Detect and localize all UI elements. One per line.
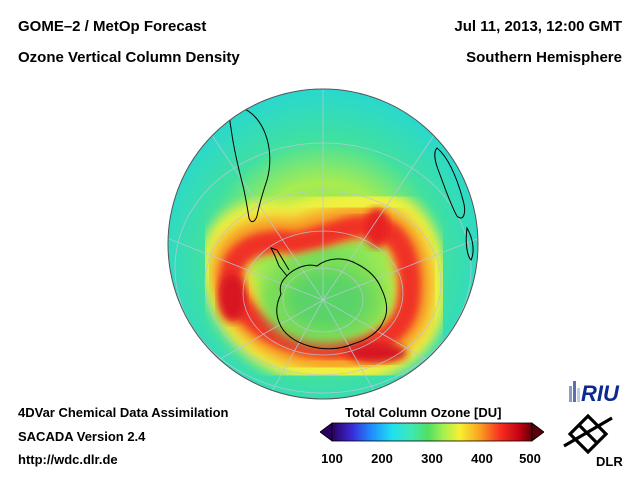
globe-outline bbox=[167, 88, 479, 400]
colorbar-tick-300: 300 bbox=[421, 451, 443, 466]
coastlines bbox=[229, 107, 474, 350]
coastline-south-america bbox=[229, 107, 271, 223]
title-product: GOME–2 / MetOp Forecast bbox=[18, 18, 207, 35]
coastline-africa-tip bbox=[434, 147, 466, 219]
title-hemisphere: Southern Hemisphere bbox=[466, 49, 622, 66]
dlr-logo-text: DLR bbox=[596, 454, 623, 469]
ozone-max-west bbox=[218, 274, 246, 322]
coastline-antarctic-peninsula bbox=[270, 247, 290, 277]
colorbar-gradient bbox=[331, 422, 533, 442]
ozone-map-globe bbox=[167, 88, 479, 400]
dlr-logo: DLR bbox=[563, 413, 623, 469]
colorbar-tick-200: 200 bbox=[371, 451, 393, 466]
riu-logo: RIU bbox=[569, 381, 620, 406]
colorbar-title: Total Column Ozone [DU] bbox=[345, 405, 502, 420]
colorbar bbox=[320, 422, 544, 442]
graticule bbox=[168, 89, 478, 399]
footer-method: 4DVar Chemical Data Assimilation bbox=[18, 405, 229, 420]
colorbar-low-arrow bbox=[320, 422, 333, 442]
riu-logo-text: RIU bbox=[581, 381, 620, 406]
footer-url[interactable]: http://wdc.dlr.de bbox=[18, 452, 118, 467]
riu-logo-bar-1 bbox=[569, 386, 572, 402]
dlr-logo-mark bbox=[563, 413, 613, 455]
coastline-madagascar bbox=[465, 226, 474, 261]
colorbar-tick-400: 400 bbox=[471, 451, 493, 466]
footer-version: SACADA Version 2.4 bbox=[18, 429, 146, 444]
title-datetime: Jul 11, 2013, 12:00 GMT bbox=[454, 18, 622, 35]
riu-logo-bar-3 bbox=[577, 388, 580, 402]
title-quantity: Ozone Vertical Column Density bbox=[18, 49, 240, 66]
ozone-max-east bbox=[365, 208, 389, 248]
colorbar-tick-500: 500 bbox=[519, 451, 541, 466]
colorbar-high-arrow bbox=[531, 422, 544, 442]
ozone-max-south bbox=[347, 343, 407, 363]
coastline-antarctica bbox=[276, 258, 388, 350]
colorbar-tick-100: 100 bbox=[321, 451, 343, 466]
riu-logo-bar-2 bbox=[573, 381, 576, 402]
